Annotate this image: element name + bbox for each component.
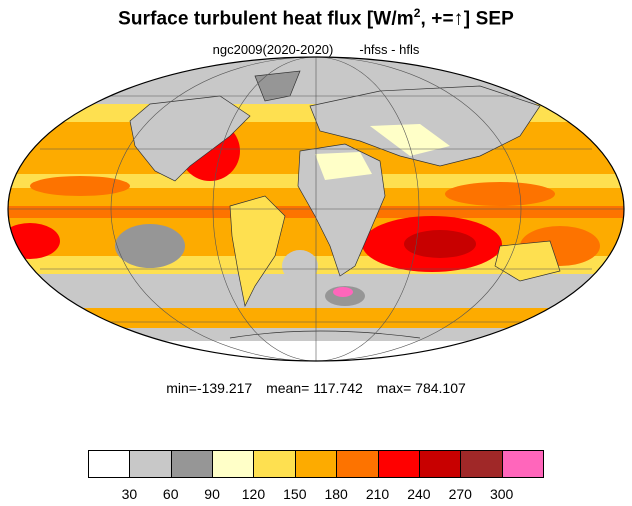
colorbar-swatch: [336, 450, 379, 478]
indian-ocean-peak: [404, 230, 476, 258]
title-text: Surface turbulent heat flux [W/m: [118, 8, 414, 30]
colorbar-label: 90: [204, 486, 220, 502]
subtitle-variables: -hfss - hfls: [359, 42, 420, 57]
south-pacific-cool: [115, 224, 185, 268]
title-superscript: 2: [413, 6, 421, 20]
title-month: ] SEP: [463, 8, 514, 30]
stat-min: min=-139.217: [166, 380, 253, 396]
colorbar-label: 120: [241, 486, 266, 502]
colorbar-swatch: [460, 450, 503, 478]
australia: [494, 240, 561, 282]
colorbar-label: 210: [365, 486, 390, 502]
colorbar-label: 60: [162, 486, 179, 502]
colorbar: [88, 450, 544, 480]
south-atlantic-cool: [282, 250, 318, 282]
map-subtitle: ngc2009(2020-2020) -hfss - hfls: [0, 42, 632, 57]
stats-line: min=-139.217 mean= 117.742 max= 784.107: [0, 380, 632, 396]
up-arrow-icon: ↑: [453, 7, 464, 30]
colorbar-label: 30: [121, 486, 138, 502]
subtitle-run: ngc2009(2020-2020): [212, 42, 334, 57]
agulhas-max: [333, 287, 353, 297]
pacific-east-hot: [8, 223, 60, 259]
colorbar-swatch: [377, 450, 420, 478]
colorbar-swatch: [170, 450, 214, 478]
colorbar-swatch: [88, 450, 131, 478]
colorbar-swatch: [129, 450, 172, 478]
stat-mean: mean= 117.742: [266, 380, 363, 396]
colorbar-label: 180: [324, 486, 348, 502]
globe-outline: [7, 56, 625, 362]
colorbar-label: 150: [283, 486, 307, 502]
eurasia: [309, 85, 541, 167]
colorbar-label: 240: [407, 486, 431, 502]
stat-max: max= 784.107: [376, 380, 466, 396]
north-pacific-warm: [30, 176, 130, 196]
colorbar-swatch: [294, 450, 338, 478]
colorbar-label: 270: [448, 486, 472, 502]
colorbar-swatch: [253, 450, 296, 478]
south-america: [229, 195, 286, 308]
west-pacific-warm: [445, 182, 555, 206]
central-asia: [370, 124, 450, 156]
africa: [297, 143, 386, 277]
sahara: [315, 152, 372, 180]
colorbar-swatch: [212, 450, 255, 478]
world-map: [7, 56, 625, 362]
colorbar-swatch: [418, 450, 462, 478]
map-title: Surface turbulent heat flux [W/m2, +=↑] …: [0, 6, 632, 30]
north-america: [129, 95, 251, 182]
title-tail: , +=: [420, 8, 454, 30]
colorbar-label: 300: [489, 486, 514, 502]
antarctic-coast: [229, 330, 421, 339]
colorbar-swatch: [501, 450, 544, 478]
